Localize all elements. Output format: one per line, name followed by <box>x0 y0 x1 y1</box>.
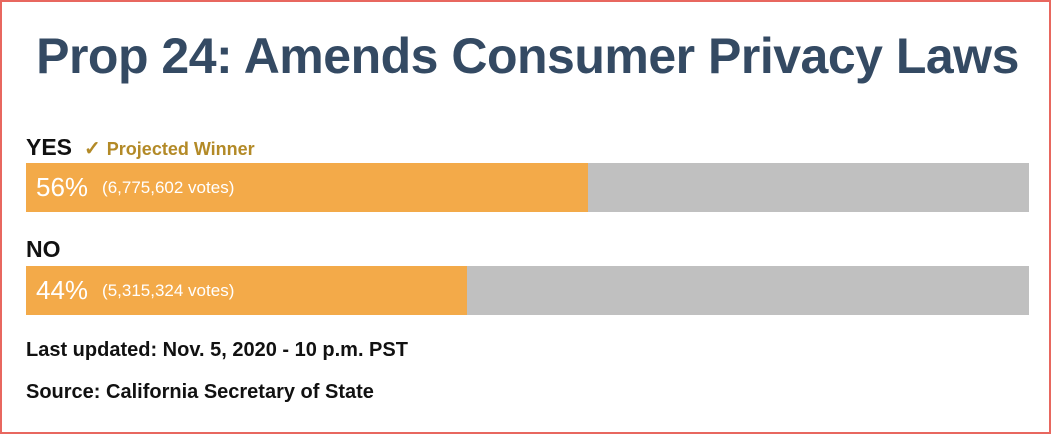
percent-label-no: 44% <box>36 275 89 305</box>
projected-winner-text: Projected Winner <box>106 139 255 159</box>
option-name-no: NO <box>26 236 61 262</box>
percent-label-yes: 56% <box>36 172 89 202</box>
option-label-no: NO <box>26 235 61 263</box>
check-icon: ✓ <box>84 138 101 160</box>
bar-no <box>26 266 468 315</box>
votes-label-no: (5,315,324 votes) <box>102 280 235 300</box>
bar-track-no: 44% (5,315,324 votes) <box>26 266 1029 315</box>
projected-winner-badge: ✓ Projected Winner <box>84 135 255 163</box>
bar-yes <box>26 163 588 212</box>
bar-label-no: 44% (5,315,324 votes) <box>36 266 234 315</box>
source-text: Source: California Secretary of State <box>26 381 374 403</box>
option-label-yes: YES ✓ Projected Winner <box>26 133 255 163</box>
last-updated-text: Last updated: Nov. 5, 2020 - 10 p.m. PST <box>26 339 408 361</box>
bar-track-yes: 56% (6,775,602 votes) <box>26 163 1029 212</box>
bar-label-yes: 56% (6,775,602 votes) <box>36 163 234 212</box>
option-name-yes: YES <box>26 134 73 160</box>
votes-label-yes: (6,775,602 votes) <box>102 177 235 197</box>
chart-title: Prop 24: Amends Consumer Privacy Laws <box>36 28 1019 84</box>
